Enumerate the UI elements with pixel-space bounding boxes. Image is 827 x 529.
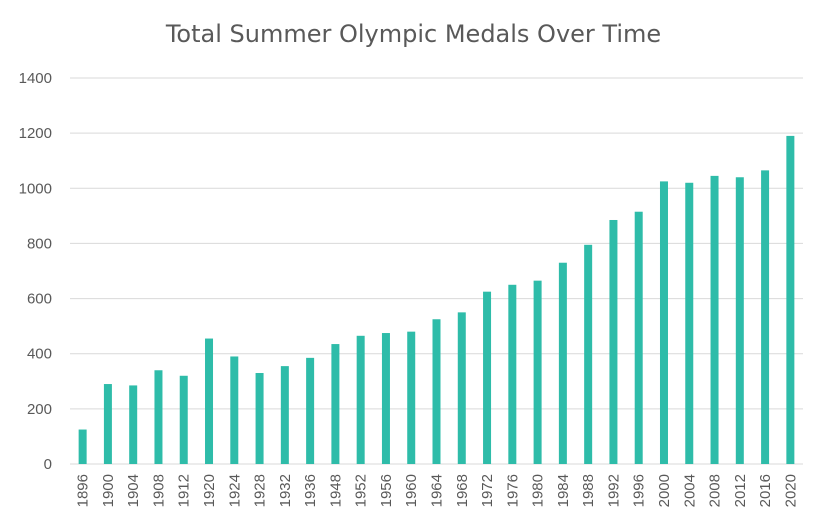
y-tick-label: 600 (27, 291, 52, 308)
x-axis-ticks: 1896 1900 1904 1908 1912 1920 1924 1928 1932 1936… (75, 474, 800, 507)
x-tick-label: 1964 (429, 474, 446, 507)
x-tick-label: 1984 (555, 474, 572, 507)
y-tick-label: 1200 (19, 125, 52, 142)
x-tick-label: 1896 (75, 474, 92, 507)
x-tick-label: 2020 (782, 474, 799, 507)
x-tick-label: 1948 (327, 474, 344, 507)
bar-1972 (483, 291, 492, 464)
y-tick-label: 800 (27, 235, 52, 252)
bar-1904 (129, 385, 138, 464)
x-tick-label: 1996 (631, 474, 648, 507)
bar-2012 (735, 177, 744, 464)
x-tick-label: 1952 (353, 474, 370, 507)
bar-1952 (356, 335, 365, 464)
x-tick-label: 1912 (176, 474, 193, 507)
x-tick-label: 1980 (530, 474, 547, 507)
bar-1900 (103, 384, 112, 464)
bar-2020 (786, 135, 795, 464)
bar-1960 (407, 331, 416, 464)
x-tick-label: 1992 (605, 474, 622, 507)
bar-1980 (533, 280, 542, 464)
x-tick-label: 1920 (201, 474, 218, 507)
x-tick-label: 2004 (681, 474, 698, 507)
bar-1936 (306, 357, 315, 464)
bar-1928 (255, 373, 264, 464)
bar-1996 (634, 211, 643, 464)
y-tick-label: 1400 (19, 70, 52, 87)
x-tick-label: 1908 (150, 474, 167, 507)
bar-1968 (457, 312, 466, 464)
y-tick-label: 200 (27, 401, 52, 418)
bar-1956 (381, 333, 390, 464)
bar-2004 (685, 182, 694, 464)
x-tick-label: 1956 (378, 474, 395, 507)
bar-1920 (205, 338, 214, 464)
x-tick-label: 1904 (125, 474, 142, 507)
x-tick-label: 1976 (504, 474, 521, 507)
bar-1984 (558, 262, 567, 464)
y-axis-ticks: 0 200 400 600 800 1000 1200 1400 (19, 70, 52, 473)
y-tick-label: 0 (44, 456, 52, 473)
bar-1908 (154, 370, 163, 464)
x-tick-label: 1960 (403, 474, 420, 507)
x-tick-label: 1988 (580, 474, 597, 507)
bar-1976 (508, 284, 517, 464)
bars (78, 135, 795, 464)
x-tick-label: 1924 (226, 474, 243, 507)
x-tick-label: 2008 (707, 474, 724, 507)
chart-title: Total Summer Olympic Medals Over Time (165, 20, 662, 48)
bar-1988 (584, 244, 593, 464)
x-tick-label: 2000 (656, 474, 673, 507)
bar-2000 (659, 181, 668, 464)
x-tick-label: 1928 (252, 474, 269, 507)
y-tick-label: 400 (27, 346, 52, 363)
bar-1924 (230, 356, 239, 464)
x-tick-label: 2012 (732, 474, 749, 507)
x-tick-label: 1968 (454, 474, 471, 507)
bar-1948 (331, 344, 340, 464)
x-tick-label: 1900 (100, 474, 117, 507)
x-tick-label: 1936 (302, 474, 319, 507)
bar-1896 (78, 429, 87, 464)
x-tick-label: 1932 (277, 474, 294, 507)
bar-2016 (761, 170, 770, 464)
bar-1964 (432, 319, 441, 464)
bar-1992 (609, 219, 618, 464)
bar-2008 (710, 175, 719, 464)
bar-1932 (280, 366, 289, 464)
x-tick-label: 2016 (757, 474, 774, 507)
y-tick-label: 1000 (19, 180, 52, 197)
x-tick-label: 1972 (479, 474, 496, 507)
bar-1912 (179, 375, 188, 464)
